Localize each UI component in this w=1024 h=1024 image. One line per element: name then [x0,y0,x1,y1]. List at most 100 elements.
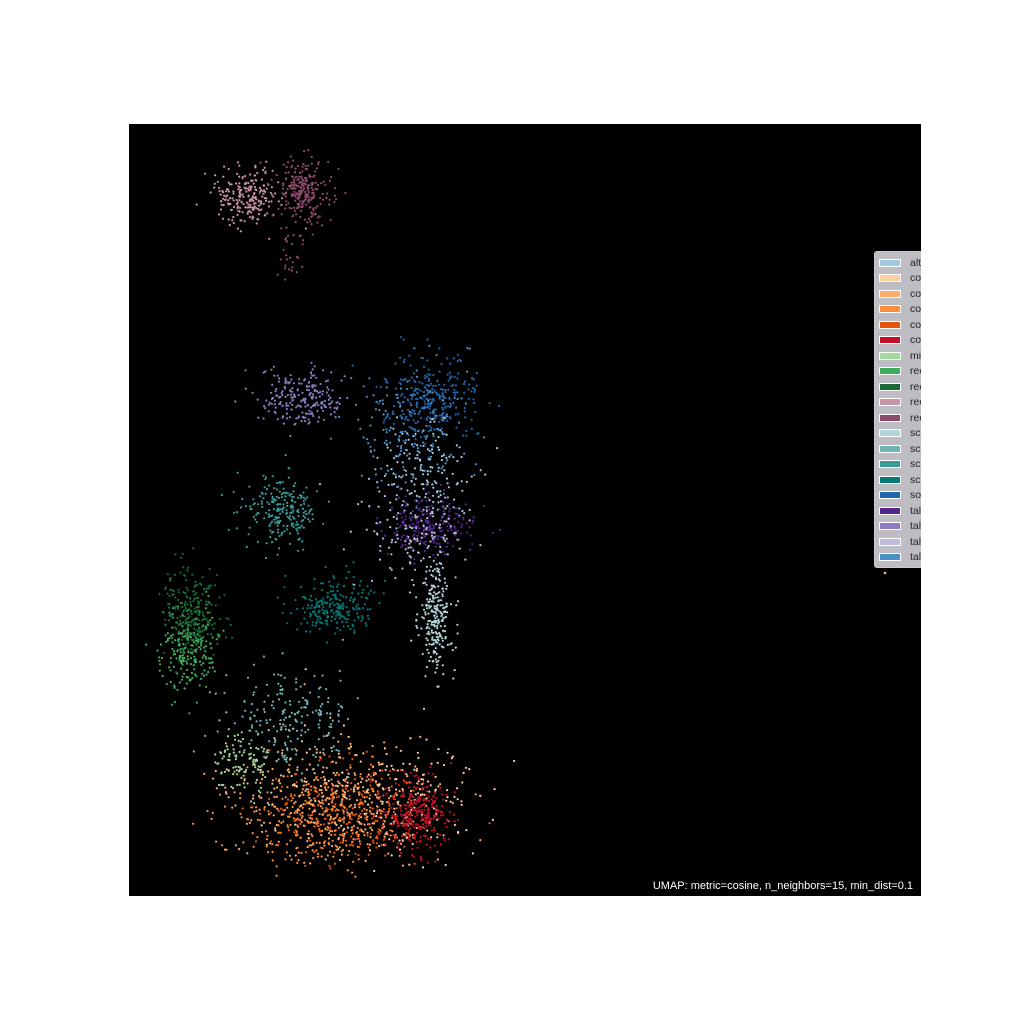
data-point [327,398,330,401]
data-point [368,504,371,508]
data-point [305,768,308,771]
data-point [434,408,437,411]
data-point [388,838,391,841]
data-point [285,802,288,805]
data-point [317,403,320,407]
data-point [254,840,258,843]
data-point [436,567,439,570]
data-point [406,551,409,555]
data-point [442,629,445,632]
series-points [192,638,359,782]
data-point [302,607,305,610]
data-point [241,754,244,757]
data-point [460,803,463,806]
data-point [491,818,494,822]
data-point [465,429,468,433]
data-point [398,496,401,499]
data-point [493,788,496,791]
data-point [356,697,359,700]
data-point [437,446,440,449]
data-point [301,806,304,809]
data-point [259,203,262,206]
data-point [401,474,405,477]
data-point [270,492,273,495]
data-point [440,535,443,538]
data-point [337,167,340,170]
data-point [378,783,381,786]
data-point [328,203,331,206]
data-point [267,810,270,813]
data-point [388,797,391,800]
data-point [172,593,175,596]
data-point [236,471,239,474]
data-point [397,401,400,404]
data-point [442,673,445,676]
data-point [172,651,175,654]
data-point [326,808,329,811]
data-point [390,764,393,767]
data-point [408,554,411,558]
data-point [402,401,405,404]
data-point [339,629,342,632]
data-point [413,393,417,396]
data-point [248,757,252,760]
data-point [252,794,255,797]
data-point [434,576,437,579]
data-point [273,374,276,377]
data-point [382,794,385,797]
data-point [346,717,349,721]
data-point [290,507,293,510]
data-point [307,837,310,840]
data-point [294,199,297,202]
data-point [497,404,501,407]
data-point [411,394,414,397]
data-point [453,669,456,672]
data-point [247,210,250,213]
data-point [353,814,356,817]
data-point [256,218,259,221]
data-point [256,818,259,821]
data-point [436,836,439,839]
data-point [262,497,265,500]
data-point [347,613,350,616]
data-point [435,667,438,670]
data-point [438,591,441,594]
data-point [290,378,293,381]
data-point [400,535,403,539]
data-point [199,634,202,637]
data-point [265,845,268,848]
data-point [279,774,283,777]
data-point [194,622,197,625]
data-point [452,391,455,394]
data-point [386,833,389,836]
data-point [178,657,181,660]
data-point [192,623,195,626]
data-point [445,826,448,829]
data-point [439,604,442,607]
data-point [441,593,444,596]
data-point [286,417,289,420]
data-point [422,786,425,789]
data-point [301,595,304,599]
data-point [436,663,439,667]
data-point [379,545,382,548]
data-point [263,755,266,759]
data-point [258,192,261,195]
data-point [238,769,241,772]
data-point [194,650,197,653]
data-point [335,784,339,787]
data-point [430,797,433,801]
data-point [434,545,437,548]
data-point [351,828,354,832]
data-point [234,738,237,741]
data-point [186,629,189,632]
data-point [379,467,383,470]
legend-label: talk.politics.misc [910,535,921,548]
data-point [269,811,273,814]
data-point [372,788,375,791]
data-point [421,397,424,400]
data-point [208,666,211,669]
data-point [386,415,389,418]
data-point [386,446,389,449]
data-point [453,388,456,391]
